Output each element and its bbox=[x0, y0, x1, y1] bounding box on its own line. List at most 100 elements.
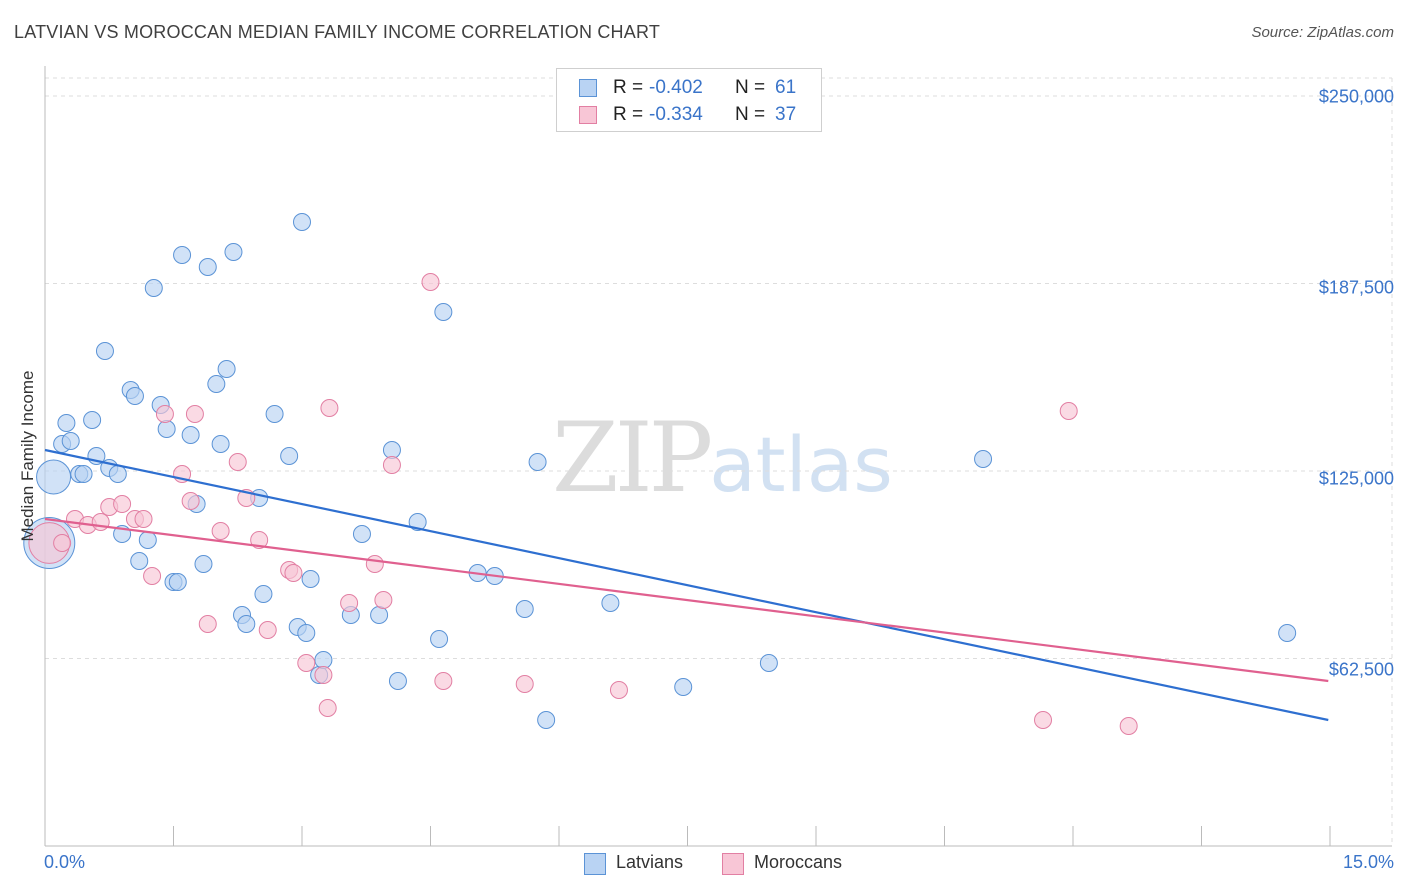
chart-title: LATVIAN VS MOROCCAN MEDIAN FAMILY INCOME… bbox=[14, 22, 661, 42]
latvian-point bbox=[224, 243, 243, 261]
latvians-legend-swatch bbox=[584, 853, 606, 875]
y-tick-label: $250,000 bbox=[1318, 86, 1394, 107]
axes bbox=[44, 66, 1392, 847]
watermark: ZIPatlas bbox=[552, 402, 893, 514]
moroccan-point bbox=[134, 510, 153, 528]
moroccan-point bbox=[1059, 402, 1078, 420]
latvian-point bbox=[237, 615, 256, 633]
moroccan-trendline bbox=[44, 517, 1329, 683]
moroccan-point bbox=[1034, 711, 1053, 729]
latvian-point bbox=[314, 651, 333, 669]
latvian-point bbox=[515, 600, 534, 618]
y-tick-label: $187,500 bbox=[1318, 277, 1394, 298]
moroccan-point bbox=[185, 405, 204, 423]
r-label: R = bbox=[613, 104, 644, 125]
latvian-point bbox=[108, 465, 127, 483]
n-label: N = bbox=[735, 77, 766, 98]
moroccan-point bbox=[284, 564, 303, 582]
latvian-point bbox=[301, 570, 320, 588]
latvian-point bbox=[674, 678, 693, 696]
latvians-n-value: 61 bbox=[775, 77, 797, 98]
latvian-point bbox=[974, 450, 993, 468]
moroccan-point bbox=[382, 456, 401, 474]
moroccan-point bbox=[91, 513, 110, 531]
moroccan-point bbox=[250, 531, 269, 549]
legend-label-latvians: Latvians bbox=[616, 852, 684, 872]
trendlines bbox=[44, 448, 1329, 722]
latvian-point bbox=[138, 531, 157, 549]
moroccan-point bbox=[314, 666, 333, 684]
moroccan-point bbox=[258, 621, 277, 639]
latvian-point bbox=[83, 411, 102, 429]
latvian-point bbox=[388, 672, 407, 690]
latvian-point bbox=[130, 552, 149, 570]
latvian-point bbox=[74, 465, 93, 483]
latvian-point bbox=[1278, 624, 1297, 642]
watermark-atlas: atlas bbox=[709, 420, 893, 509]
moroccan-point bbox=[609, 681, 628, 699]
y-tick-label: $62,500 bbox=[1328, 659, 1394, 680]
latvian-point bbox=[198, 258, 217, 276]
latvians-swatch bbox=[579, 79, 597, 97]
moroccan-point bbox=[374, 591, 393, 609]
latvian-point bbox=[382, 441, 401, 459]
moroccan-point bbox=[297, 654, 316, 672]
latvian-point bbox=[95, 342, 114, 360]
moroccan-point bbox=[181, 492, 200, 510]
x-tick-label-max: 15.0% bbox=[1342, 852, 1394, 872]
moroccan-point bbox=[211, 522, 230, 540]
latvian-point bbox=[125, 387, 144, 405]
latvian-point bbox=[265, 405, 284, 423]
r-label: R = bbox=[613, 77, 644, 98]
latvian-point bbox=[194, 555, 213, 573]
moroccan-point bbox=[53, 534, 72, 552]
latvian-point bbox=[36, 459, 72, 495]
latvian-point bbox=[370, 606, 389, 624]
moroccan-point bbox=[318, 699, 337, 717]
latvian-point bbox=[280, 447, 299, 465]
latvian-point bbox=[434, 303, 453, 321]
latvian-point bbox=[61, 432, 80, 450]
gridlines bbox=[45, 77, 1393, 846]
moroccan-point bbox=[365, 555, 384, 573]
moroccans-n-value: 37 bbox=[775, 104, 797, 125]
latvian-point bbox=[537, 711, 556, 729]
data-points bbox=[23, 213, 1297, 735]
latvian-point bbox=[408, 513, 427, 531]
moroccan-point bbox=[515, 675, 534, 693]
legend-label-moroccans: Moroccans bbox=[754, 852, 843, 872]
latvian-point bbox=[352, 525, 371, 543]
x-tick-label-min: 0.0% bbox=[44, 852, 86, 872]
latvian-point bbox=[168, 573, 187, 591]
latvian-point bbox=[430, 630, 449, 648]
moroccan-point bbox=[143, 567, 162, 585]
latvian-point bbox=[759, 654, 778, 672]
y-axis-label: Median Family Income bbox=[18, 370, 37, 542]
n-label: N = bbox=[735, 104, 766, 125]
latvian-point bbox=[181, 426, 200, 444]
latvian-point bbox=[254, 585, 273, 603]
latvian-point bbox=[293, 213, 311, 231]
moroccan-point bbox=[421, 273, 440, 291]
latvian-point bbox=[157, 420, 176, 438]
latvian-point bbox=[173, 246, 192, 264]
latvian-point bbox=[144, 279, 163, 297]
latvian-point bbox=[297, 624, 316, 642]
moroccan-point bbox=[434, 672, 453, 690]
moroccan-point bbox=[1119, 717, 1138, 735]
latvian-point bbox=[528, 453, 547, 471]
moroccan-point bbox=[198, 615, 217, 633]
latvian-point bbox=[217, 360, 236, 378]
latvian-point bbox=[57, 414, 76, 432]
moroccan-point bbox=[228, 453, 247, 471]
correlation-stats-box: R = -0.402 N = 61 R = -0.334 N = 37 bbox=[556, 68, 822, 132]
moroccans-swatch bbox=[579, 106, 597, 124]
y-tick-label: $125,000 bbox=[1318, 468, 1394, 489]
moroccan-point bbox=[320, 399, 339, 417]
latvians-r-value: -0.402 bbox=[649, 77, 703, 98]
source-credit: Source: ZipAtlas.com bbox=[1251, 24, 1394, 41]
latvian-point bbox=[211, 435, 230, 453]
moroccans-legend-swatch bbox=[722, 853, 744, 875]
moroccans-r-value: -0.334 bbox=[649, 104, 703, 125]
